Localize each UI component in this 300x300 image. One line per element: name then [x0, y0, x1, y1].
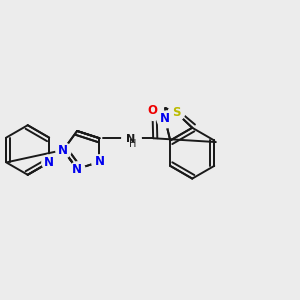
Text: N: N [58, 143, 68, 157]
Text: N: N [160, 112, 170, 125]
Text: N: N [72, 163, 82, 176]
Text: N: N [94, 155, 104, 168]
Text: N: N [126, 134, 136, 144]
Text: N: N [44, 156, 54, 169]
Text: O: O [148, 104, 158, 117]
Text: S: S [172, 106, 180, 119]
Text: H: H [129, 139, 136, 149]
